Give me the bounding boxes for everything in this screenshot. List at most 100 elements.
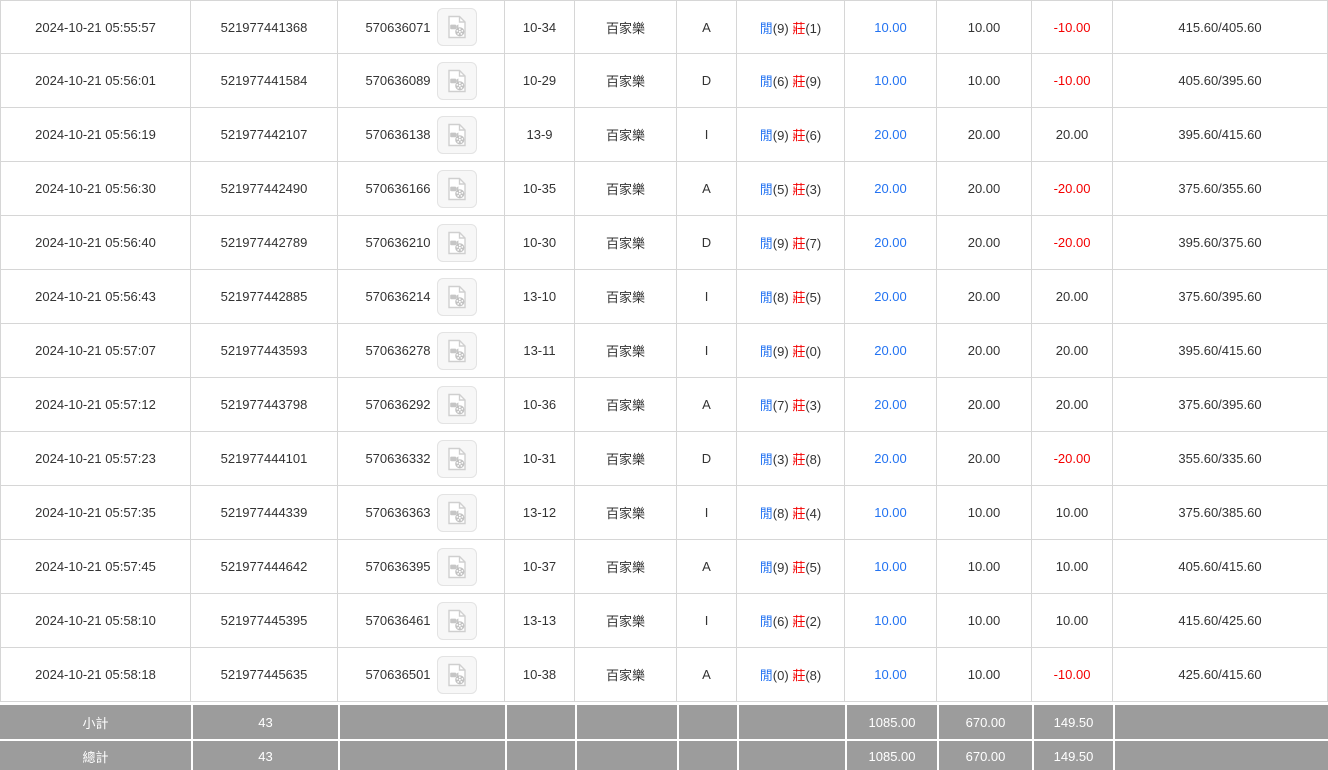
valid-amount: 20.00 bbox=[937, 108, 1032, 162]
bet-amount: 10.00 bbox=[845, 594, 937, 648]
bet-id: 521977442789 bbox=[191, 216, 338, 270]
valid-amount: 10.00 bbox=[937, 54, 1032, 108]
banker-label: 莊 bbox=[792, 236, 806, 251]
bet-time: 2024-10-21 05:57:23 bbox=[0, 432, 191, 486]
summary-winloss-total: 149.50 bbox=[1032, 739, 1113, 770]
valid-amount: 20.00 bbox=[937, 432, 1032, 486]
game-result: 閒(9) 莊(5) bbox=[737, 540, 845, 594]
video-replay-button[interactable] bbox=[436, 169, 477, 208]
player-label: 閒 bbox=[759, 74, 773, 89]
result-letter: A bbox=[677, 378, 737, 432]
player-label: 閒 bbox=[759, 344, 773, 359]
table-row: 2024-10-21 05:56:01 521977441584 5706360… bbox=[0, 54, 1328, 108]
table-round: 10-38 bbox=[505, 648, 575, 702]
video-replay-icon bbox=[447, 177, 466, 200]
result-letter: I bbox=[677, 324, 737, 378]
balance: 415.60/405.60 bbox=[1113, 0, 1328, 54]
video-replay-button[interactable] bbox=[436, 385, 477, 424]
table-row: 2024-10-21 05:58:18 521977445635 5706365… bbox=[0, 648, 1328, 702]
valid-amount: 20.00 bbox=[937, 378, 1032, 432]
balance: 395.60/375.60 bbox=[1113, 216, 1328, 270]
video-replay-icon bbox=[447, 69, 466, 92]
round-id: 570636363 bbox=[365, 505, 431, 520]
game-result: 閒(5) 莊(3) bbox=[737, 162, 845, 216]
bet-time: 2024-10-21 05:57:35 bbox=[0, 486, 191, 540]
bet-time: 2024-10-21 05:56:40 bbox=[0, 216, 191, 270]
video-replay-button[interactable] bbox=[436, 223, 477, 262]
table-row: 2024-10-21 05:56:19 521977442107 5706361… bbox=[0, 108, 1328, 162]
balance: 375.60/395.60 bbox=[1113, 270, 1328, 324]
result-letter: A bbox=[677, 540, 737, 594]
balance: 425.60/415.60 bbox=[1113, 648, 1328, 702]
banker-label: 莊 bbox=[792, 20, 806, 36]
banker-label: 莊 bbox=[792, 398, 806, 413]
game-name: 百家樂 bbox=[575, 162, 677, 216]
round-id-cell: 570636332 bbox=[338, 432, 505, 486]
video-replay-button[interactable] bbox=[436, 277, 477, 316]
summary-valid-total: 670.00 bbox=[937, 702, 1032, 739]
table-row: 2024-10-21 05:56:30 521977442490 5706361… bbox=[0, 162, 1328, 216]
video-replay-button[interactable] bbox=[436, 439, 477, 478]
player-label: 閒 bbox=[759, 668, 773, 683]
player-label: 閒 bbox=[759, 614, 773, 629]
player-label: 閒 bbox=[759, 506, 773, 521]
game-name: 百家樂 bbox=[575, 648, 677, 702]
table-row: 2024-10-21 05:56:43 521977442885 5706362… bbox=[0, 270, 1328, 324]
bet-id: 521977441368 bbox=[191, 0, 338, 54]
player-score: (8) bbox=[772, 290, 789, 305]
game-name: 百家樂 bbox=[575, 270, 677, 324]
player-score: (3) bbox=[772, 452, 789, 467]
video-replay-button[interactable] bbox=[436, 601, 477, 640]
valid-amount: 10.00 bbox=[937, 540, 1032, 594]
bet-id: 521977444101 bbox=[191, 432, 338, 486]
valid-amount: 20.00 bbox=[937, 270, 1032, 324]
banker-label: 莊 bbox=[792, 74, 806, 89]
banker-score: (3) bbox=[805, 398, 822, 413]
bet-time: 2024-10-21 05:57:07 bbox=[0, 324, 191, 378]
valid-amount: 10.00 bbox=[937, 594, 1032, 648]
player-label: 閒 bbox=[759, 236, 773, 251]
player-score: (0) bbox=[772, 668, 789, 683]
player-score: (9) bbox=[772, 236, 789, 251]
bet-amount: 20.00 bbox=[845, 432, 937, 486]
result-letter: I bbox=[677, 270, 737, 324]
round-id: 570636138 bbox=[365, 127, 431, 142]
bet-amount: 10.00 bbox=[845, 486, 937, 540]
banker-label: 莊 bbox=[792, 290, 806, 305]
game-result: 閒(9) 莊(6) bbox=[737, 108, 845, 162]
video-replay-icon bbox=[447, 609, 466, 632]
video-replay-button[interactable] bbox=[436, 331, 477, 370]
summary-bet-total: 1085.00 bbox=[845, 739, 937, 770]
video-replay-button[interactable] bbox=[436, 547, 477, 586]
banker-label: 莊 bbox=[792, 128, 806, 143]
banker-score: (5) bbox=[805, 560, 822, 575]
video-replay-button[interactable] bbox=[436, 8, 477, 46]
bet-amount: 20.00 bbox=[845, 270, 937, 324]
result-letter: D bbox=[677, 432, 737, 486]
table-round: 13-12 bbox=[505, 486, 575, 540]
result-letter: D bbox=[677, 216, 737, 270]
video-replay-button[interactable] bbox=[436, 61, 477, 100]
round-id: 570636292 bbox=[365, 397, 431, 412]
table-row: 2024-10-21 05:58:10 521977445395 5706364… bbox=[0, 594, 1328, 648]
table-round: 10-36 bbox=[505, 378, 575, 432]
video-replay-button[interactable] bbox=[436, 115, 477, 154]
round-id-cell: 570636071 bbox=[338, 0, 505, 54]
round-id: 570636461 bbox=[365, 613, 431, 628]
bet-id: 521977444642 bbox=[191, 540, 338, 594]
round-id-cell: 570636210 bbox=[338, 216, 505, 270]
result-letter: I bbox=[677, 108, 737, 162]
bet-amount: 20.00 bbox=[845, 162, 937, 216]
bet-time: 2024-10-21 05:56:01 bbox=[0, 54, 191, 108]
win-loss: 10.00 bbox=[1032, 486, 1113, 540]
table-row: 2024-10-21 05:57:12 521977443798 5706362… bbox=[0, 378, 1328, 432]
result-letter: I bbox=[677, 594, 737, 648]
balance: 395.60/415.60 bbox=[1113, 324, 1328, 378]
banker-label: 莊 bbox=[792, 506, 806, 521]
video-replay-button[interactable] bbox=[436, 655, 477, 694]
video-replay-button[interactable] bbox=[436, 493, 477, 532]
video-replay-icon bbox=[447, 663, 466, 686]
round-id-cell: 570636363 bbox=[338, 486, 505, 540]
player-score: (6) bbox=[772, 74, 789, 89]
